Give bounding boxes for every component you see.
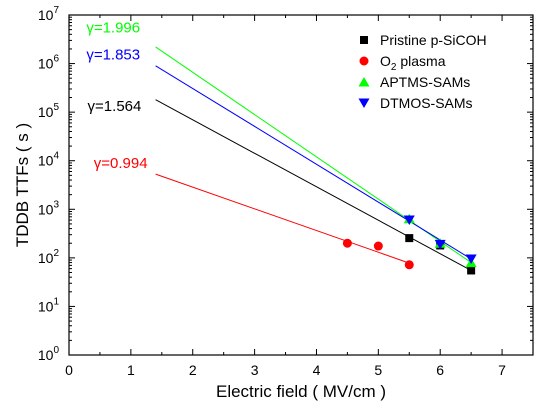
x-tick-label: 1 xyxy=(127,362,135,378)
x-tick-label: 4 xyxy=(313,362,321,378)
y-tick-label: 104 xyxy=(38,151,60,169)
fit-line xyxy=(155,99,472,271)
data-point xyxy=(465,254,477,264)
fit-lines xyxy=(155,46,472,271)
legend-marker xyxy=(359,56,369,66)
fit-line xyxy=(155,173,410,264)
data-point xyxy=(405,234,414,243)
data-point xyxy=(373,241,383,251)
data-point xyxy=(403,215,415,226)
y-tick-label: 107 xyxy=(38,5,60,23)
y-axis-title: TDDB TTFs ( s ) xyxy=(13,123,32,247)
data-point xyxy=(342,238,352,248)
legend-label: DTMOS-SAMs xyxy=(380,95,473,111)
x-tick-label: 7 xyxy=(498,362,506,378)
plot-frame xyxy=(68,14,534,356)
x-tick-label: 2 xyxy=(189,362,197,378)
y-tick-label: 103 xyxy=(38,199,60,217)
data-point xyxy=(434,239,446,250)
gamma-label: γ=1.996 xyxy=(86,19,140,36)
legend-marker xyxy=(358,98,370,108)
legend-marker xyxy=(360,36,368,44)
x-axis-title: Electric field ( MV/cm ) xyxy=(216,382,386,401)
x-tick-label: 6 xyxy=(436,362,444,378)
legend-label: Pristine p-SiCOH xyxy=(380,32,487,48)
gamma-label: γ=1.564 xyxy=(88,98,142,115)
gamma-label: γ=0.994 xyxy=(94,155,148,172)
data-point xyxy=(467,266,476,275)
y-tick-label: 100 xyxy=(38,345,60,363)
y-tick-label: 106 xyxy=(38,54,60,72)
x-tick-label: 3 xyxy=(251,362,259,378)
fit-line xyxy=(155,65,472,260)
legend-label: APTMS-SAMs xyxy=(380,74,470,90)
y-tick-label: 101 xyxy=(38,296,60,314)
x-tick-label: 0 xyxy=(65,362,73,378)
y-tick-label: 105 xyxy=(38,102,60,120)
gamma-label: γ=1.853 xyxy=(86,47,140,64)
legend-marker xyxy=(358,77,370,87)
data-point xyxy=(404,260,414,270)
x-tick-label: 5 xyxy=(374,362,382,378)
data-points xyxy=(342,213,477,275)
y-tick-label: 102 xyxy=(38,248,60,266)
gamma-labels: γ=1.564 γ=0.994 γ=1.996 γ=1.853 xyxy=(86,19,147,172)
legend-label: O2 plasma xyxy=(380,53,446,73)
